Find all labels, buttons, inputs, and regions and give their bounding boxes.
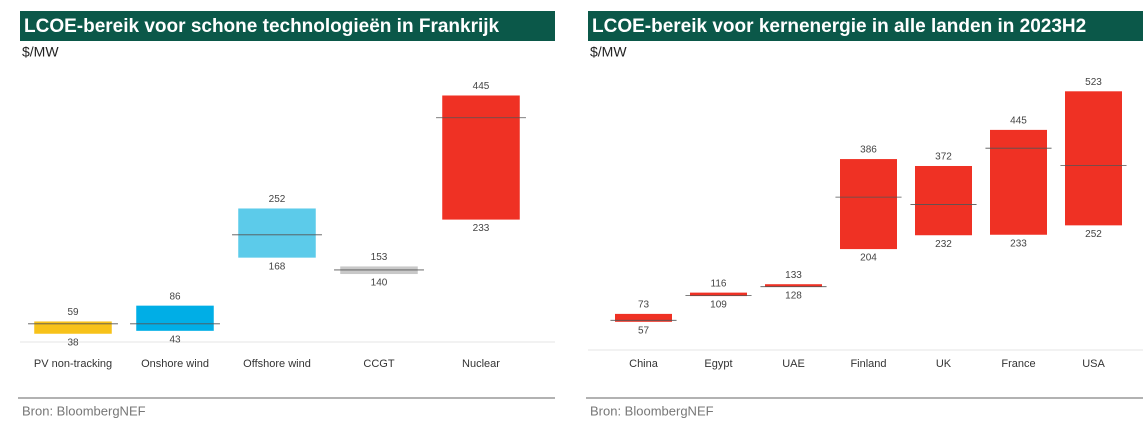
high-label: 386	[860, 145, 877, 156]
unit-label: $/MW	[590, 44, 627, 60]
title-box	[20, 11, 555, 41]
category-label: Offshore wind	[243, 358, 311, 370]
high-label: 445	[473, 81, 490, 92]
low-label: 140	[371, 278, 388, 289]
range-bar	[765, 284, 822, 287]
category-label: Nuclear	[462, 358, 500, 370]
high-label: 523	[1085, 77, 1102, 88]
low-label: 204	[860, 253, 877, 264]
category-label: Egypt	[704, 358, 732, 370]
range-bar	[136, 305, 214, 331]
chart-title: LCOE-bereik voor schone technologieën in…	[24, 16, 500, 37]
range-bar	[238, 208, 316, 258]
low-label: 168	[269, 261, 286, 272]
category-label: UK	[936, 358, 952, 370]
range-bar	[1065, 91, 1122, 226]
low-label: 109	[710, 300, 727, 311]
high-label: 153	[371, 252, 388, 263]
low-label: 43	[169, 334, 181, 345]
low-label: 252	[1085, 229, 1102, 240]
range-bar	[690, 292, 747, 297]
source: Bron: BloombergNEF	[22, 403, 146, 418]
unit-label: $/MW	[22, 44, 59, 60]
category-label: USA	[1082, 358, 1105, 370]
range-bar	[615, 313, 672, 322]
category-label: CCGT	[363, 358, 394, 370]
title-box	[588, 11, 1143, 41]
chart-title: LCOE-bereik voor kernenergie in alle lan…	[592, 16, 1086, 37]
high-label: 372	[935, 152, 952, 163]
range-bar	[990, 129, 1047, 235]
low-label: 233	[1010, 238, 1027, 249]
category-label: Finland	[850, 358, 886, 370]
high-label: 86	[169, 291, 181, 302]
source: Bron: BloombergNEF	[590, 403, 714, 418]
high-label: 73	[638, 300, 650, 311]
range-bar	[840, 159, 897, 250]
category-label: PV non-tracking	[34, 358, 112, 370]
high-label: 133	[785, 270, 802, 281]
category-label: China	[629, 358, 659, 370]
category-label: UAE	[782, 358, 805, 370]
high-label: 59	[67, 307, 79, 318]
low-label: 128	[785, 290, 802, 301]
low-label: 57	[638, 325, 650, 336]
low-label: 233	[473, 223, 490, 234]
high-label: 445	[1010, 116, 1027, 127]
range-bar	[915, 165, 972, 236]
low-label: 38	[67, 337, 79, 348]
category-label: Onshore wind	[141, 358, 209, 370]
low-label: 232	[935, 239, 952, 250]
category-label: France	[1001, 358, 1035, 370]
high-label: 252	[269, 194, 286, 205]
high-label: 116	[711, 278, 727, 289]
range-bar	[442, 95, 520, 220]
range-bar	[34, 321, 112, 334]
